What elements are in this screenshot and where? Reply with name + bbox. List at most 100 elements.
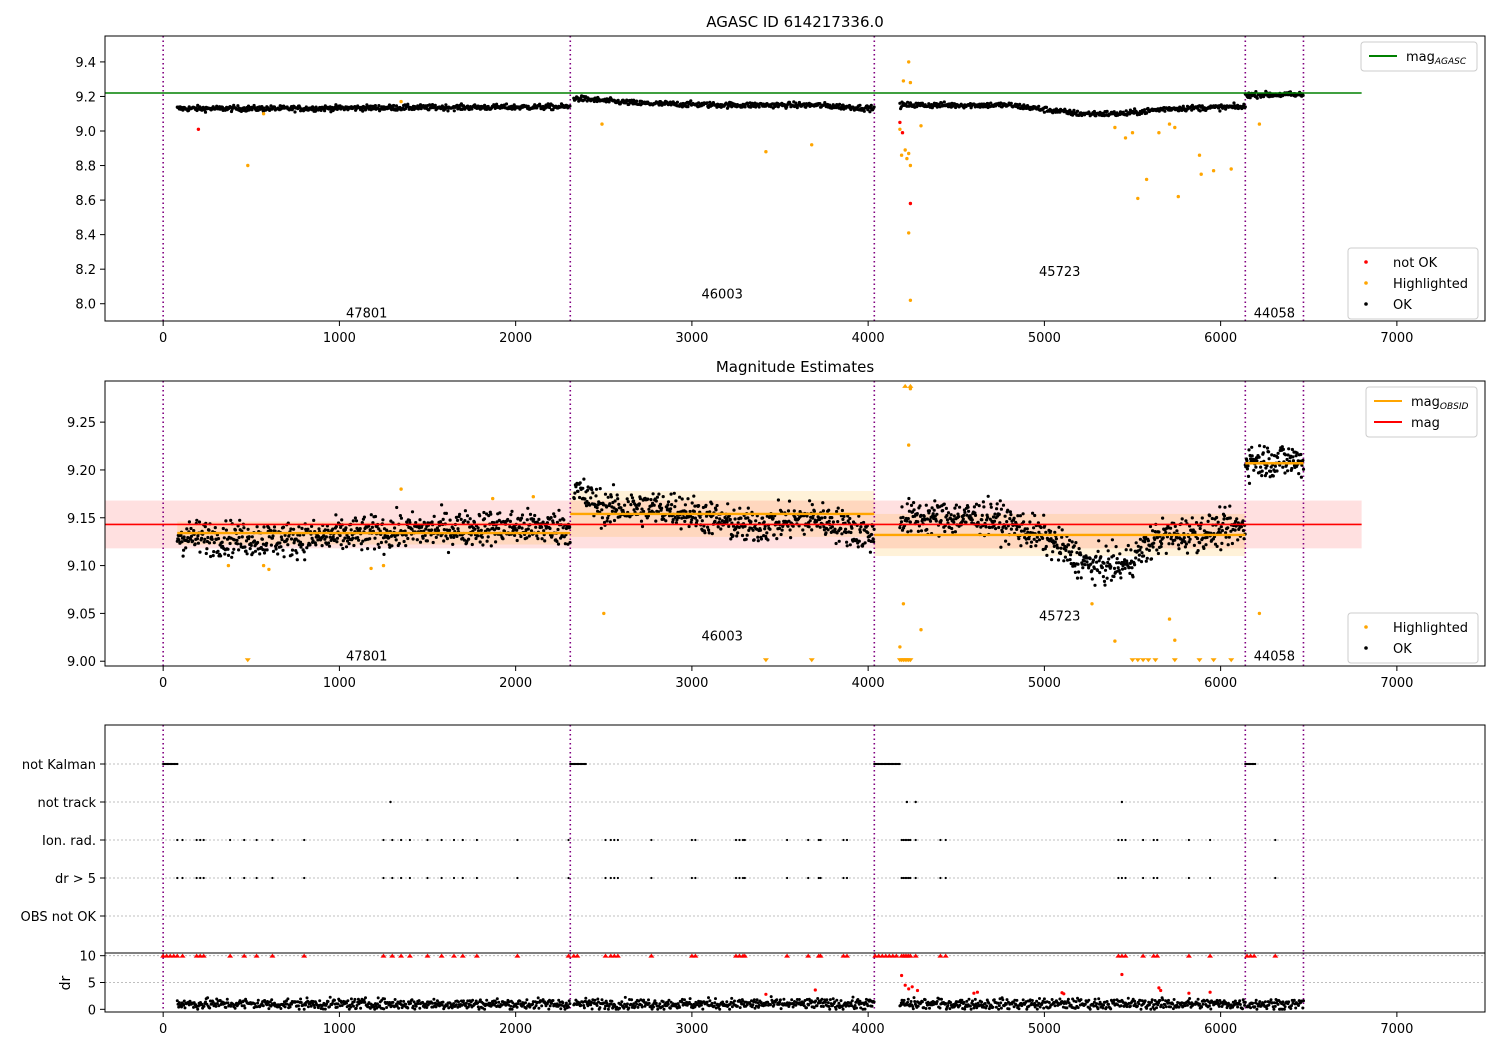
ok-point [924,503,928,507]
ok-point [1001,503,1006,507]
ok-point [952,514,956,518]
flag-dr5-point [1120,876,1123,880]
dr-point [363,1000,367,1004]
ok-point [235,542,240,546]
ok-point [1159,545,1163,549]
ok-point [369,513,373,517]
ok-point [235,538,239,543]
ok-point [248,547,252,551]
ok-point [203,525,207,529]
ok-point [1118,571,1122,575]
dr-point [279,1007,283,1010]
ok-point [899,520,904,524]
ok-point [1139,545,1143,549]
dr-point [399,999,403,1003]
ok-point [451,542,455,547]
ok-point [279,535,283,539]
dr-point [568,1002,572,1006]
ok-point [1195,536,1200,541]
ok-point [686,105,690,109]
ok-point [775,537,779,541]
flag-not-kalman-point [584,762,587,766]
dr-point [828,998,832,1002]
flag-ion-rad-point [738,838,741,842]
ok-point [912,501,916,505]
flag-ion-rad-point [199,838,202,842]
not-ok-point [898,120,902,125]
flag-ion-rad-point [452,838,456,842]
ok-point [455,534,459,539]
ok-point [384,540,388,544]
ok-point [466,104,470,108]
flag-dr5-point [1124,876,1127,880]
highlighted-point [399,487,403,491]
flag-ion-rad-point [202,838,205,842]
ok-point [533,513,537,518]
dr-point [304,1003,308,1007]
ok-point [1184,542,1188,546]
ok-point [632,499,636,503]
ok-point [953,530,958,534]
dr-point [827,1005,831,1008]
flag-dr5-point [743,876,746,880]
ok-point [418,540,423,544]
dr-point [790,998,794,1002]
ok-point [289,527,293,531]
ok-point [674,499,678,503]
ok-point [204,551,208,556]
ok-point [395,505,399,510]
dr-point [224,1006,228,1009]
flag-ion-rad-point [229,838,232,842]
flag-ion-rad-point [382,838,385,842]
ok-point [1216,520,1220,524]
flag-dr5-point [303,876,306,880]
ok-point [196,541,200,545]
highlighted-point [1167,617,1172,621]
ok-point [1064,548,1068,553]
ok-point [939,519,943,523]
ok-point [993,512,997,516]
ok-point [1261,451,1265,455]
dr-point [326,1000,330,1003]
dr-point [297,1004,300,1008]
dr-point [814,999,818,1003]
ok-point [649,498,653,502]
dr-point [359,1006,363,1010]
dr-point [683,998,686,1002]
ok-point [839,527,843,531]
dr-point [701,1007,705,1011]
ok-point [335,540,339,544]
ok-point [907,104,911,108]
ok-point [1110,538,1114,542]
ok-point [301,542,305,547]
dr-point [831,997,835,1001]
ok-point [478,540,482,544]
ok-point [986,515,990,520]
ok-point [1092,109,1096,114]
ok-point [872,540,876,544]
ok-point [871,537,875,541]
ok-point [1143,540,1147,544]
ok-point [989,101,993,105]
ok-point [1163,109,1167,113]
ok-point [478,514,482,518]
ok-point [1099,555,1103,559]
ok-point [657,492,661,496]
dr-point [335,1005,339,1009]
flag-ion-rad-point [1274,838,1277,842]
x-tick-label: 7000 [1380,331,1413,346]
dr-point [299,1001,303,1004]
ok-point [746,506,750,510]
ok-point [810,503,814,507]
flag-dr5-point [426,876,429,880]
ok-point [473,527,477,531]
ok-point [1161,516,1165,520]
ok-point [271,534,275,538]
ok-point [556,542,561,546]
ok-point [1145,111,1149,115]
ok-point [925,527,929,532]
ok-point [1079,553,1083,557]
highlighted-lower-marker [1152,658,1159,663]
ok-point [526,104,530,108]
x-tick-label: 1000 [323,331,356,346]
